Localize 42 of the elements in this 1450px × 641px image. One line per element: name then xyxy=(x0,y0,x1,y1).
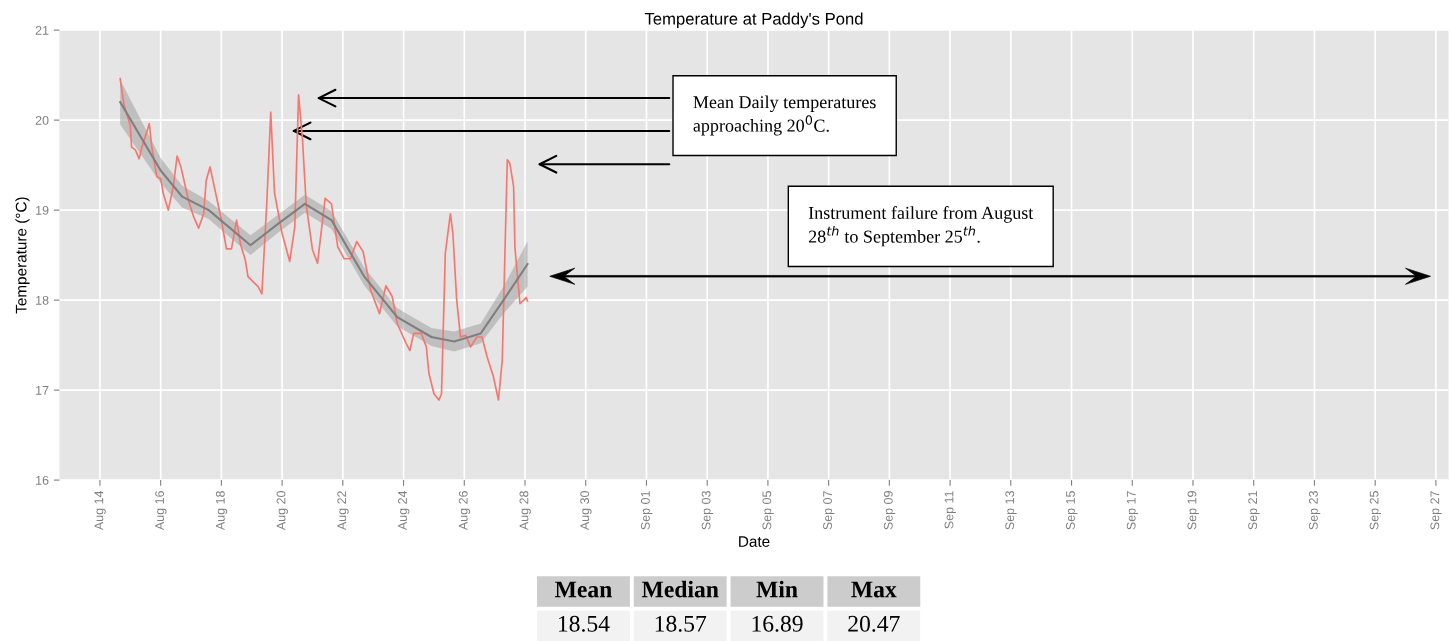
x-tick-label: Aug 26 xyxy=(458,491,471,531)
x-tick-label: Aug 30 xyxy=(580,491,592,531)
y-tick-label: 19 xyxy=(36,205,49,215)
category-label: Max xyxy=(851,581,897,598)
x-tick-label: Sep 03 xyxy=(701,491,714,530)
y-axis-title: Temperature (°C) xyxy=(15,197,30,314)
x-tick-label: Sep 19 xyxy=(1187,491,1199,530)
x-tick-label: Aug 14 xyxy=(94,490,106,531)
x-axis-title: Date xyxy=(739,536,770,547)
y-tick-label: 21 xyxy=(35,25,49,35)
x-tick-label: Aug 24 xyxy=(398,490,410,531)
x-tick-label: Sep 23 xyxy=(1308,491,1321,530)
x-tick-label: Sep 01 xyxy=(640,491,653,530)
data-label: 18.57 xyxy=(655,615,707,632)
x-tick-label: Aug 20 xyxy=(276,491,288,531)
x-tick-label: Sep 13 xyxy=(1005,491,1017,530)
x-tick-label: Sep 17 xyxy=(1126,491,1139,530)
category-label: Min xyxy=(756,580,798,598)
x-tick-label: Sep 27 xyxy=(1430,491,1442,530)
data-label: 20.47 xyxy=(848,615,900,632)
x-tick-label: Sep 15 xyxy=(1066,491,1078,530)
data-label: 18.54 xyxy=(558,615,610,632)
annotation: Mean Daily temperatures approaching 20$^{0}$C. xyxy=(693,95,876,136)
y-tick-label: 20 xyxy=(35,115,49,125)
x-tick-label: Sep 07 xyxy=(823,491,835,530)
data-label: 16.89 xyxy=(752,615,803,632)
x-tick-label: Sep 25 xyxy=(1369,491,1381,530)
chart-title: Temperature at Paddy's Pond xyxy=(644,12,863,29)
y-tick-label: 16 xyxy=(36,475,49,485)
x-tick-label: Aug 28 xyxy=(519,491,531,531)
y-tick-label: 17 xyxy=(36,386,49,395)
x-tick-label: Aug 18 xyxy=(215,491,228,531)
category-label: Mean xyxy=(554,581,612,598)
y-tick-label: 18 xyxy=(36,295,49,305)
x-tick-label: Sep 11 xyxy=(944,491,956,529)
x-tick-label: Sep 21 xyxy=(1248,491,1260,530)
x-tick-label: Aug 22 xyxy=(337,491,349,531)
x-tick-label: Aug 16 xyxy=(155,491,167,531)
annotation: Instrument failure from August 28$^{th}$ to September 25$^{th}$. xyxy=(808,206,1034,247)
x-tick-label: Sep 05 xyxy=(762,491,774,530)
x-tick-label: Sep 09 xyxy=(883,491,896,530)
category-label: Median xyxy=(641,580,719,598)
